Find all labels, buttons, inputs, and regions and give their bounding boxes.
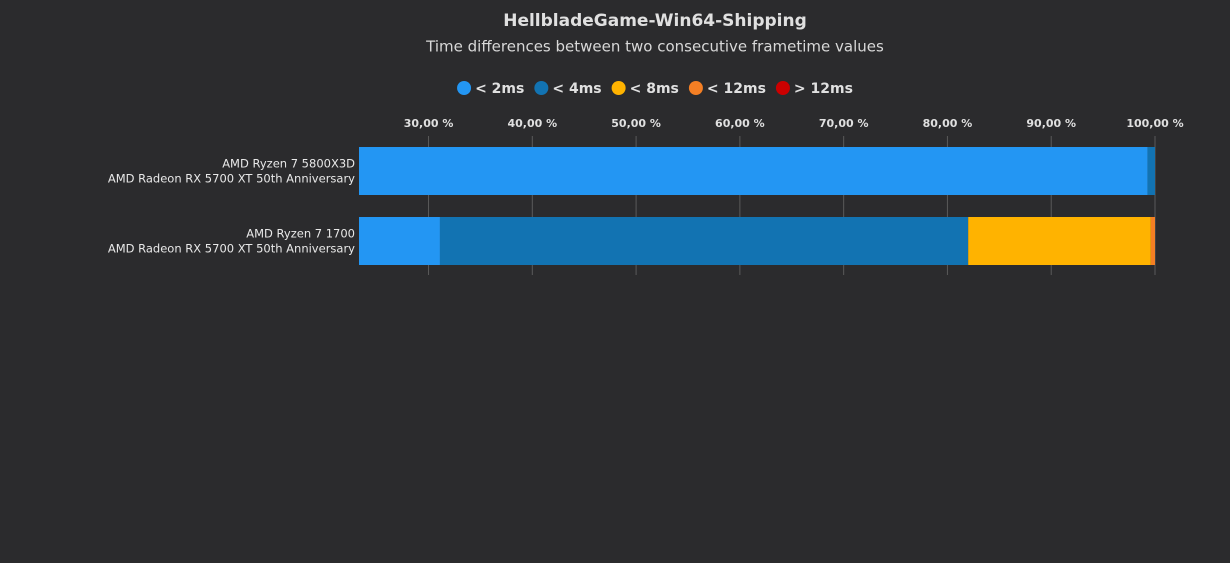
legend-item: < 8ms	[611, 81, 679, 97]
legend-label: < 4ms	[552, 81, 601, 97]
bar-segment	[1150, 217, 1155, 265]
bar-segment	[1147, 147, 1155, 195]
legend-label: < 12ms	[707, 81, 766, 97]
bar-segment	[359, 217, 440, 265]
chart-subtitle: Time differences between two consecutive…	[425, 38, 884, 56]
bar-segment	[359, 147, 1148, 195]
legend-swatch	[688, 81, 703, 95]
legend-swatch	[534, 81, 549, 95]
category-label: AMD Radeon RX 5700 XT 50th Anniversary	[108, 172, 355, 186]
legend-swatch	[611, 81, 626, 95]
x-tick-label: 90,00 %	[1026, 117, 1076, 130]
legend-label: > 12ms	[794, 81, 853, 97]
x-tick-label: 100,00 %	[1126, 117, 1183, 130]
category-label: AMD Ryzen 7 5800X3D	[222, 157, 355, 171]
x-tick-label: 70,00 %	[819, 117, 869, 130]
legend-swatch	[775, 81, 790, 95]
bar-segment	[968, 217, 1151, 265]
x-tick-label: 50,00 %	[611, 117, 661, 130]
chart-title: HellbladeGame-Win64-Shipping	[503, 11, 807, 31]
bar-segment	[439, 217, 969, 265]
category-label: AMD Ryzen 7 1700	[246, 227, 355, 241]
legend-item: < 2ms	[457, 81, 524, 97]
legend-label: < 8ms	[630, 81, 679, 97]
x-tick-label: 40,00 %	[507, 117, 557, 130]
legend-item: < 12ms	[688, 81, 766, 97]
x-tick-label: 80,00 %	[923, 117, 973, 130]
legend-swatch	[457, 81, 472, 95]
legend-label: < 2ms	[475, 81, 524, 97]
x-tick-label: 30,00 %	[404, 117, 454, 130]
x-tick-label: 60,00 %	[715, 117, 765, 130]
category-label: AMD Radeon RX 5700 XT 50th Anniversary	[108, 242, 355, 256]
legend-item: < 4ms	[534, 81, 602, 97]
legend-item: > 12ms	[775, 81, 853, 97]
